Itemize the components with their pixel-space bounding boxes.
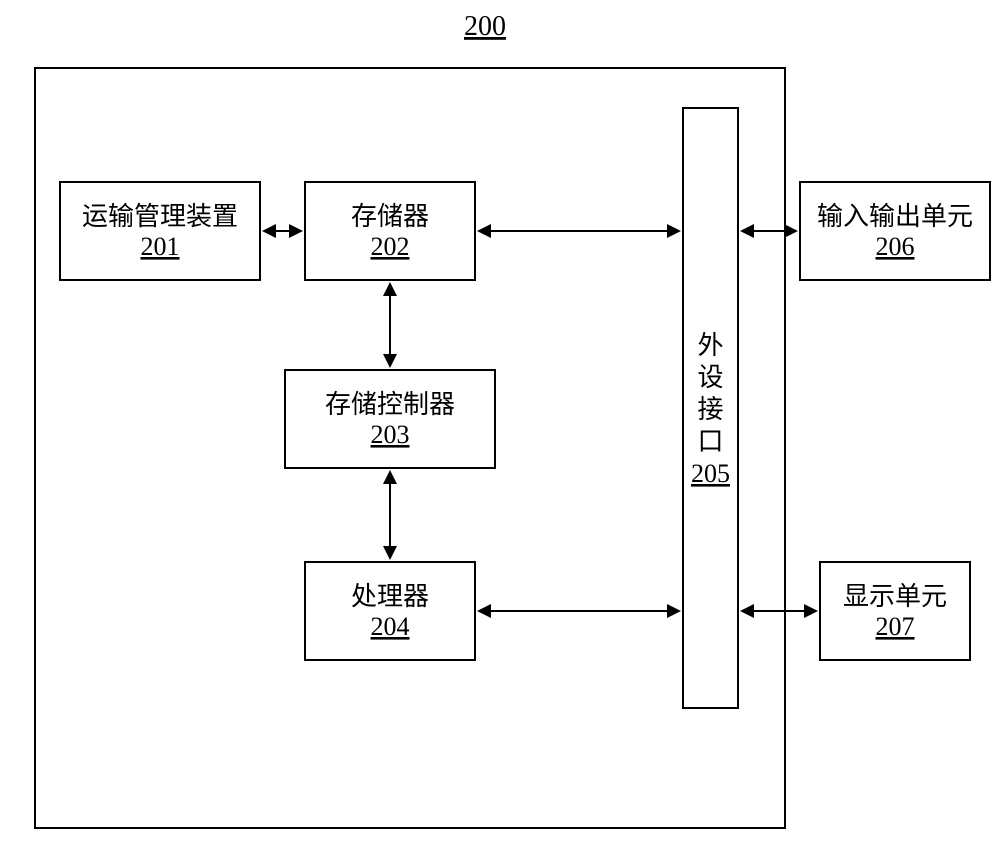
node-204: 处理器204 xyxy=(305,562,475,660)
node-label: 外设接口 xyxy=(697,331,723,456)
node-number: 203 xyxy=(371,420,410,449)
connector-205-206 xyxy=(740,224,798,238)
node-label: 存储控制器 xyxy=(325,390,455,419)
node-202: 存储器202 xyxy=(305,182,475,280)
node-label: 处理器 xyxy=(351,582,429,611)
node-number: 207 xyxy=(876,612,915,641)
node-label: 存储器 xyxy=(351,202,429,231)
node-number: 202 xyxy=(371,232,410,261)
node-number: 201 xyxy=(141,232,180,261)
node-label: 输入输出单元 xyxy=(817,202,973,231)
connector-203-204 xyxy=(383,470,397,560)
connector-202-203 xyxy=(383,282,397,368)
node-number: 204 xyxy=(371,612,410,641)
connector-204-205 xyxy=(477,604,681,618)
connector-201-202 xyxy=(262,224,303,238)
node-label: 显示单元 xyxy=(843,582,947,611)
node-206: 输入输出单元206 xyxy=(800,182,990,280)
node-number: 206 xyxy=(876,232,915,261)
connector-202-205 xyxy=(477,224,681,238)
node-label: 运输管理装置 xyxy=(82,202,238,231)
node-207: 显示单元207 xyxy=(820,562,970,660)
node-201: 运输管理装置201 xyxy=(60,182,260,280)
diagram-title-number: 200 xyxy=(464,11,506,42)
connector-205-207 xyxy=(740,604,818,618)
node-205: 外设接口 205 xyxy=(683,108,738,708)
node-number: 205 xyxy=(691,459,730,488)
node-203: 存储控制器203 xyxy=(285,370,495,468)
